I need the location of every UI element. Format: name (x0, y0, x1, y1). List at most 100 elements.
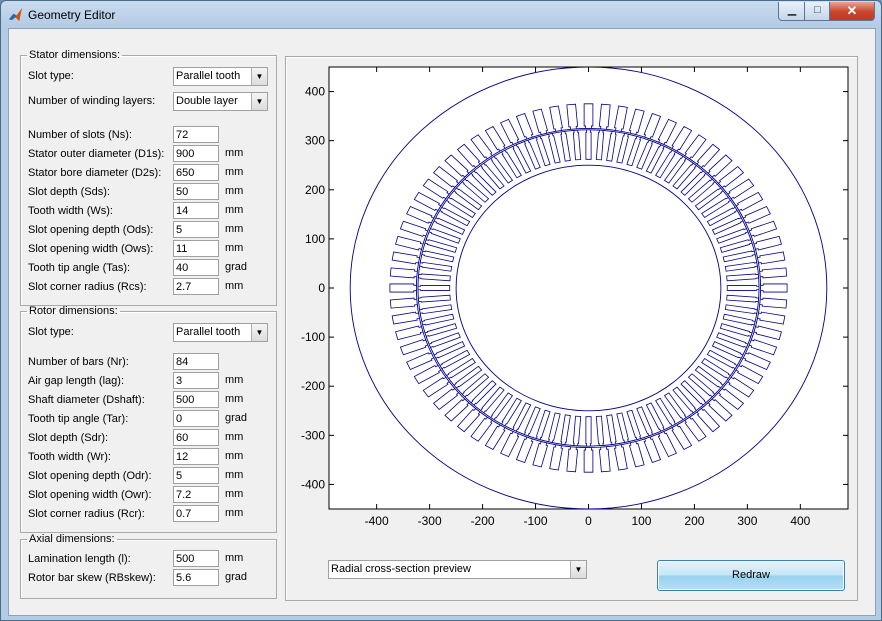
rotor-slot (680, 170, 707, 196)
rotor-field-unit: mm (225, 393, 244, 405)
rotor-slot (680, 380, 707, 406)
rotor-slot (719, 323, 753, 337)
stator-field-input[interactable]: 40 (173, 259, 219, 276)
winding-layers-value: Double layer (176, 95, 238, 107)
rotor-field-unit: mm (225, 469, 244, 481)
rotor-slot (453, 365, 483, 389)
axial-field-label: Lamination length (l): (28, 553, 131, 565)
stator-slot (484, 424, 506, 451)
rotor-field-input[interactable]: 0.7 (173, 505, 219, 522)
stator-field-input[interactable]: 50 (173, 183, 219, 200)
rotor-field-label: Tooth width (Wr): (28, 451, 111, 463)
rotor-slot (724, 304, 758, 315)
stator-field-unit: mm (225, 204, 244, 216)
stator-field-input[interactable]: 72 (173, 126, 219, 143)
rotor-slot (663, 392, 687, 420)
rotor-field-input[interactable]: 12 (173, 448, 219, 465)
rotor-slot (560, 131, 571, 162)
rotor-field-unit: mm (225, 488, 244, 500)
rotor-slot (726, 285, 760, 291)
rotor-slot (585, 129, 592, 160)
rotor-slot-type-select[interactable]: Parallel tooth ▼ (173, 323, 268, 342)
rotor-slot (446, 357, 476, 379)
stator-field-label: Tooth tip angle (Tas): (28, 262, 131, 274)
maximize-button[interactable]: □ (804, 2, 831, 21)
stator-field-input[interactable]: 5 (173, 221, 219, 238)
stator-slot (743, 205, 771, 224)
preview-type-select[interactable]: Radial cross-section preview ▼ (328, 560, 587, 579)
rotor-slot (616, 412, 629, 443)
axial-field-input[interactable]: 5.6 (173, 569, 219, 586)
rotor-field-input[interactable]: 500 (173, 391, 219, 408)
rotor-slot (672, 386, 697, 414)
y-tick-label: 0 (318, 281, 325, 295)
stator-field-label: Slot depth (Sds): (28, 186, 110, 198)
close-button[interactable]: ✕ (829, 2, 875, 21)
rotor-slot (439, 349, 471, 369)
rotor-field-input[interactable]: 5 (173, 467, 219, 484)
stator-slot (395, 325, 424, 341)
stator-field-unit: mm (225, 185, 244, 197)
rotor-field-input[interactable]: 0 (173, 410, 219, 427)
axial-legend: Axial dimensions: (29, 533, 115, 545)
stator-slot-type-value: Parallel tooth (176, 70, 241, 82)
cross-section-plot[interactable]: -400 -300 -200 -100 0 100 200 300 400 400 300 200 10… (291, 57, 851, 557)
stator-field-input[interactable]: 2.7 (173, 278, 219, 295)
plot-axes-box (328, 66, 849, 510)
stator-slot (718, 165, 745, 188)
rotor-slot (636, 406, 653, 437)
stator-field-input[interactable]: 11 (173, 240, 219, 257)
rotor-field-input[interactable]: 60 (173, 429, 219, 446)
stator-slot (671, 125, 693, 152)
stator-slot (444, 154, 470, 178)
stator-slot-type-select[interactable]: Parallel tooth ▼ (173, 67, 268, 86)
redraw-button[interactable]: Redraw (657, 560, 845, 591)
rotor-slot (719, 239, 753, 253)
plot-panel (285, 56, 858, 601)
y-tick-label: -100 (301, 330, 325, 344)
stator-slot-type-label: Slot type: (28, 70, 74, 82)
stator-slot (629, 441, 645, 468)
rotor-field-input[interactable]: 7.2 (173, 486, 219, 503)
stator-slot (399, 220, 428, 237)
rotor-slot (480, 386, 505, 414)
plot-geometry (349, 67, 828, 509)
chevron-down-icon[interactable]: ▼ (251, 324, 267, 341)
close-icon: ✕ (846, 3, 858, 18)
stator-field-input[interactable]: 900 (173, 145, 219, 162)
rotor-field-input[interactable]: 84 (173, 353, 219, 370)
rotor-slot (548, 412, 561, 443)
stator-slot (470, 134, 493, 160)
stator-slot (389, 297, 418, 309)
title-bar[interactable]: Geometry Editor ▁ □ ✕ (1, 1, 881, 29)
stator-field-input[interactable]: 650 (173, 164, 219, 181)
rotor-field-label: Air gap length (lag): (28, 375, 124, 387)
rotor-slot (572, 130, 582, 161)
rotor-slot (694, 187, 724, 211)
chevron-down-icon[interactable]: ▼ (251, 68, 267, 85)
x-tick-label: 100 (631, 514, 651, 528)
stator-field-input[interactable]: 14 (173, 202, 219, 219)
winding-layers-select[interactable]: Double layer ▼ (173, 92, 268, 111)
rotor-slot (716, 332, 749, 348)
rotor-slot (726, 294, 759, 303)
axial-field-input[interactable]: 500 (173, 550, 219, 567)
chevron-down-icon[interactable]: ▼ (570, 561, 586, 578)
x-tick-label: -100 (524, 514, 548, 528)
chevron-down-icon[interactable]: ▼ (251, 93, 267, 110)
rotor-slot (421, 313, 455, 326)
x-tick-label: 200 (684, 514, 704, 528)
minimize-button[interactable]: ▁ (778, 2, 806, 21)
rotor-field-unit: grad (225, 412, 248, 424)
stator-field-label: Slot opening width (Ows): (28, 243, 154, 255)
stator-field-label: Stator outer diameter (D1s): (28, 148, 165, 160)
rotor-dimensions-group: Rotor dimensions: (20, 305, 277, 533)
stator-outer-circle (349, 67, 828, 509)
rotor-field-input[interactable]: 3 (173, 372, 219, 389)
rotor-slot (595, 130, 605, 161)
stator-slot (566, 446, 579, 473)
rotor-slot (687, 373, 716, 398)
stator-slot (413, 364, 442, 385)
stator-field-label: Number of slots (Ns): (28, 129, 132, 141)
